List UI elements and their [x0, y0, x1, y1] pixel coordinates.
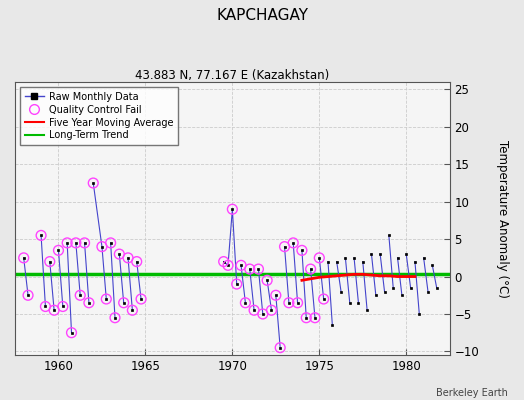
Legend: Raw Monthly Data, Quality Control Fail, Five Year Moving Average, Long-Term Tren: Raw Monthly Data, Quality Control Fail, … — [20, 87, 178, 145]
Point — [233, 281, 241, 287]
Point — [267, 307, 276, 314]
Point — [220, 258, 228, 265]
Point — [54, 247, 63, 254]
Point — [111, 314, 119, 321]
Point — [128, 307, 137, 314]
Point — [271, 292, 280, 298]
Point — [50, 307, 58, 314]
Point — [115, 251, 124, 257]
Point — [237, 262, 245, 268]
Y-axis label: Temperature Anomaly (°C): Temperature Anomaly (°C) — [496, 140, 509, 298]
Text: Berkeley Earth: Berkeley Earth — [436, 388, 508, 398]
Point — [280, 244, 289, 250]
Point — [106, 240, 115, 246]
Point — [37, 232, 45, 239]
Point — [76, 292, 84, 298]
Point — [19, 255, 28, 261]
Point — [24, 292, 32, 298]
Point — [119, 300, 128, 306]
Point — [293, 300, 302, 306]
Point — [246, 266, 254, 272]
Point — [63, 240, 71, 246]
Point — [285, 300, 293, 306]
Point — [289, 240, 298, 246]
Point — [315, 255, 323, 261]
Point — [263, 277, 271, 284]
Point — [80, 240, 89, 246]
Point — [228, 206, 236, 212]
Point — [59, 303, 67, 310]
Point — [67, 330, 75, 336]
Point — [41, 303, 50, 310]
Point — [250, 307, 258, 314]
Point — [298, 247, 306, 254]
Title: 43.883 N, 77.167 E (Kazakhstan): 43.883 N, 77.167 E (Kazakhstan) — [135, 69, 330, 82]
Point — [85, 300, 93, 306]
Point — [89, 180, 97, 186]
Point — [276, 344, 285, 351]
Point — [102, 296, 111, 302]
Point — [98, 244, 106, 250]
Point — [137, 296, 145, 302]
Text: KAPCHAGAY: KAPCHAGAY — [216, 8, 308, 23]
Point — [72, 240, 80, 246]
Point — [124, 255, 132, 261]
Point — [224, 262, 232, 268]
Point — [241, 300, 249, 306]
Point — [311, 314, 319, 321]
Point — [307, 266, 315, 272]
Point — [302, 314, 310, 321]
Point — [320, 296, 328, 302]
Point — [133, 258, 141, 265]
Point — [259, 311, 267, 317]
Point — [254, 266, 263, 272]
Point — [46, 258, 54, 265]
